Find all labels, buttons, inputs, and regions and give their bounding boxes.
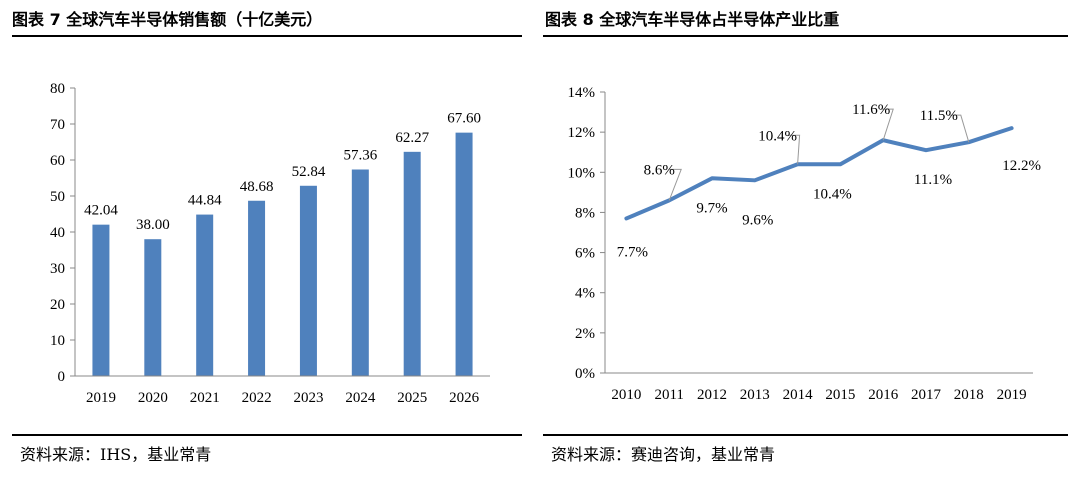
leader-line <box>668 168 682 201</box>
x-tick-label: 2021 <box>190 390 220 406</box>
y-tick-label: 30 <box>50 261 65 277</box>
bar <box>248 200 266 376</box>
x-tick-label: 2013 <box>740 387 770 403</box>
data-label: 7.7% <box>617 244 648 260</box>
data-label: 8.6% <box>644 162 675 178</box>
data-label: 11.1% <box>914 172 952 188</box>
x-tick-label: 2020 <box>138 390 168 406</box>
y-tick-label: 40 <box>50 225 65 241</box>
data-label: 67.60 <box>447 111 481 127</box>
right-panel: 图表 8 全球汽车半导体占半导体产业比重 0% 2% 4% 6% 8% 10% 12% 14%… <box>543 0 1080 480</box>
x-tick-label: 2012 <box>697 387 727 403</box>
x-tick-label: 2018 <box>954 387 984 403</box>
leader-line <box>881 108 894 141</box>
y-tick-label: 70 <box>50 117 65 133</box>
y-tick-label: 4% <box>575 286 595 302</box>
y-tick-label: 2% <box>575 326 595 342</box>
bar <box>196 214 214 376</box>
line-chart-title: 图表 8 全球汽车半导体占半导体产业比重 <box>545 10 840 29</box>
leader-line <box>948 114 970 143</box>
y-tick-label: 0% <box>575 366 595 382</box>
x-tick-label: 2024 <box>345 390 376 406</box>
bottom-rule <box>12 434 522 436</box>
bar <box>455 132 473 376</box>
x-tick-label: 2026 <box>449 390 480 406</box>
bar-chart: 0 10 20 30 40 50 60 70 80 42.04 2019 38.00 2020 44.84… <box>50 81 490 406</box>
x-tick-label: 2019 <box>997 387 1027 403</box>
x-tick-label: 2022 <box>242 390 272 406</box>
bar-chart-source: 资料来源：IHS，基业常青 <box>20 445 212 464</box>
data-label: 62.27 <box>395 130 429 146</box>
x-tick-label: 2025 <box>397 390 427 406</box>
x-tick-label: 2023 <box>293 390 323 406</box>
data-label: 11.6% <box>852 102 890 118</box>
data-label: 52.84 <box>292 164 326 180</box>
bar <box>299 185 317 376</box>
bar-chart-title: 图表 7 全球汽车半导体销售额（十亿美元） <box>12 10 323 29</box>
data-label: 44.84 <box>188 193 222 209</box>
top-rule <box>543 35 1068 37</box>
data-label: 48.68 <box>240 179 274 195</box>
bar <box>403 151 421 376</box>
y-tick-label: 14% <box>568 85 596 101</box>
data-label: 9.7% <box>696 200 727 216</box>
y-tick-label: 20 <box>50 297 65 313</box>
data-label: 11.5% <box>920 108 958 124</box>
line-chart: 0% 2% 4% 6% 8% 10% 12% 14% 7.7% 2010 8.6% 2011 9.7% 2… <box>568 85 1041 403</box>
x-tick-label: 2014 <box>783 387 814 403</box>
y-tick-label: 0 <box>58 369 66 385</box>
data-label: 9.6% <box>742 212 773 228</box>
leader-line <box>787 134 801 165</box>
bottom-rule <box>543 434 1068 436</box>
bar <box>92 224 110 376</box>
data-label: 12.2% <box>1002 158 1041 174</box>
data-label: 10.4% <box>758 128 797 144</box>
x-tick-label: 2015 <box>825 387 855 403</box>
bar <box>351 169 369 376</box>
line-chart-source: 资料来源：赛迪咨询，基业常青 <box>551 445 776 464</box>
y-tick-label: 10% <box>568 165 596 181</box>
x-tick-label: 2017 <box>911 387 942 403</box>
y-tick-label: 6% <box>575 246 595 262</box>
y-tick-label: 12% <box>568 125 596 141</box>
series-line <box>624 126 1014 221</box>
data-label: 42.04 <box>84 203 118 219</box>
data-label: 10.4% <box>813 186 852 202</box>
x-tick-label: 2010 <box>611 387 641 403</box>
y-tick-label: 8% <box>575 205 595 221</box>
left-panel: 图表 7 全球汽车半导体销售额（十亿美元） 0 10 20 30 40 50 60 70 80 4… <box>0 0 530 480</box>
data-label: 38.00 <box>136 217 170 233</box>
x-tick-label: 2011 <box>654 387 683 403</box>
x-tick-label: 2016 <box>868 387 899 403</box>
y-tick-label: 10 <box>50 333 65 349</box>
y-tick-label: 60 <box>50 153 65 169</box>
y-tick-label: 80 <box>50 81 65 97</box>
x-tick-label: 2019 <box>86 390 116 406</box>
top-rule <box>12 35 522 37</box>
data-label: 57.36 <box>343 148 377 164</box>
y-tick-label: 50 <box>50 189 65 205</box>
bar <box>144 239 162 376</box>
